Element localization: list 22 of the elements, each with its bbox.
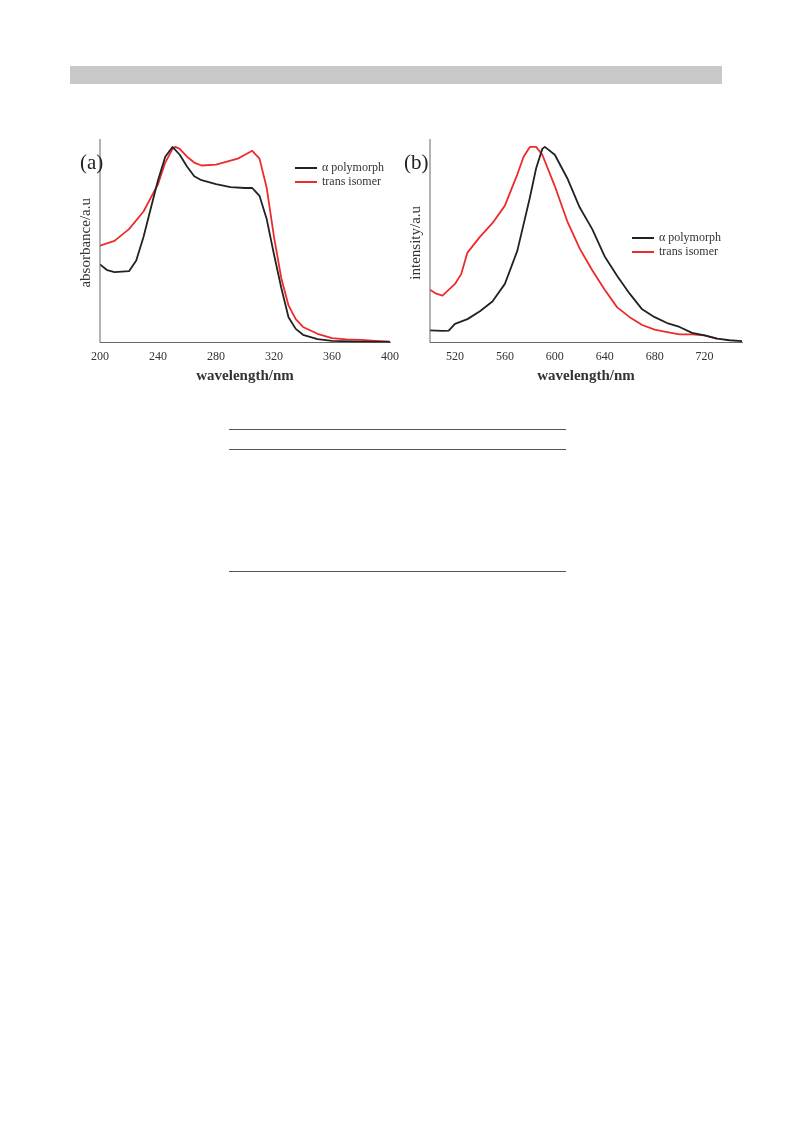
x-tick-label: 280 [207,348,225,363]
legend-label: trans isomer [659,244,718,259]
x-tick-label: 360 [323,348,341,363]
x-tick-label: 640 [595,348,614,363]
text: (b) [404,150,429,175]
annotation: (a) [80,150,104,175]
x-tick-label: 680 [645,348,664,363]
x-tick-label: 240 [149,348,167,363]
x-tick-label: 320 [265,348,283,363]
legend-label: α polymorph [322,160,384,175]
x-tick-label: 600 [545,348,564,363]
y-axis-title: absorbance/a.u [76,197,93,288]
x-tick-label: 400 [381,348,399,363]
y-axis-title: intensity/a.u [406,205,423,280]
legend-label: trans isomer [322,174,381,189]
x-tick-label: 560 [495,348,514,363]
legend-label: α polymorph [659,230,721,245]
x-tick-label: 200 [91,348,109,363]
x-tick-label: 520 [445,348,464,363]
x-tick-label: 720 [695,348,714,363]
x-axis-title: wavelength/nm [537,366,636,383]
x-axis-title: wavelength/nm [196,366,295,383]
